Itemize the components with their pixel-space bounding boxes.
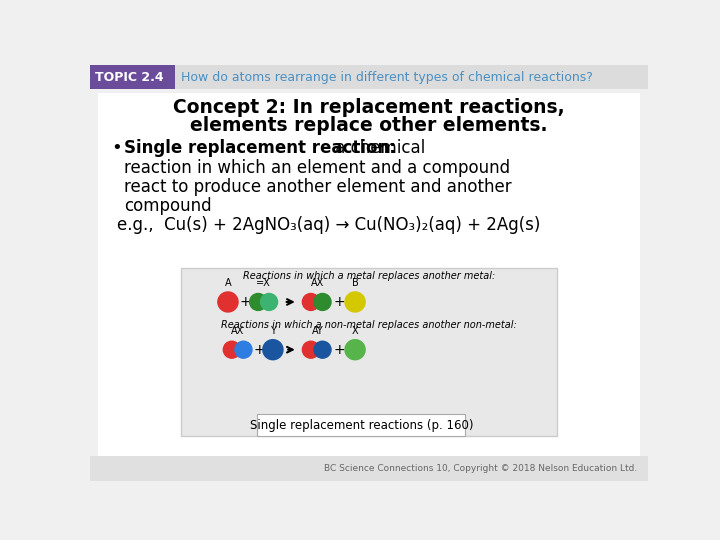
- Circle shape: [263, 340, 283, 360]
- Text: B: B: [351, 278, 359, 288]
- Text: e.g.,  Cu(s) + 2AgNO₃(aq) → Cu(NO₃)₂(aq) + 2Ag(s): e.g., Cu(s) + 2AgNO₃(aq) → Cu(NO₃)₂(aq) …: [117, 217, 541, 234]
- Text: a chemical: a chemical: [330, 139, 426, 158]
- Text: AX: AX: [231, 326, 245, 336]
- FancyBboxPatch shape: [98, 92, 640, 456]
- Circle shape: [261, 293, 277, 310]
- Text: elements replace other elements.: elements replace other elements.: [190, 116, 548, 134]
- Circle shape: [314, 293, 331, 310]
- Text: TOPIC 2.4: TOPIC 2.4: [94, 71, 163, 84]
- Text: How do atoms rearrange in different types of chemical reactions?: How do atoms rearrange in different type…: [181, 71, 593, 84]
- Text: Reactions in which a non-metal replaces another non-metal:: Reactions in which a non-metal replaces …: [221, 320, 517, 330]
- Text: •: •: [112, 139, 122, 158]
- Circle shape: [235, 341, 252, 358]
- Text: Y: Y: [270, 326, 276, 336]
- Text: reaction in which an element and a compound: reaction in which an element and a compo…: [124, 159, 510, 177]
- FancyBboxPatch shape: [258, 414, 465, 436]
- Circle shape: [223, 341, 240, 358]
- Circle shape: [218, 292, 238, 312]
- Circle shape: [302, 341, 320, 358]
- Text: X: X: [352, 326, 359, 336]
- Circle shape: [250, 293, 266, 310]
- Text: AY: AY: [312, 326, 324, 336]
- FancyBboxPatch shape: [181, 268, 557, 436]
- Text: A: A: [225, 278, 231, 288]
- Text: +: +: [240, 295, 251, 309]
- Text: =X: =X: [256, 278, 271, 288]
- Text: +: +: [334, 295, 346, 309]
- Text: react to produce another element and another: react to produce another element and ano…: [124, 178, 512, 196]
- FancyBboxPatch shape: [90, 456, 648, 481]
- Text: Concept 2: In replacement reactions,: Concept 2: In replacement reactions,: [174, 98, 564, 117]
- FancyBboxPatch shape: [90, 65, 175, 90]
- Circle shape: [345, 340, 365, 360]
- Text: Single replacement reaction:: Single replacement reaction:: [124, 139, 396, 158]
- Circle shape: [314, 341, 331, 358]
- Text: +: +: [334, 343, 346, 357]
- Text: AX: AX: [311, 278, 325, 288]
- Text: BC Science Connections 10, Copyright © 2018 Nelson Education Ltd.: BC Science Connections 10, Copyright © 2…: [324, 464, 637, 473]
- Text: Single replacement reactions (p. 160): Single replacement reactions (p. 160): [250, 418, 473, 431]
- FancyBboxPatch shape: [175, 65, 648, 90]
- Text: +: +: [253, 343, 265, 357]
- Circle shape: [345, 292, 365, 312]
- Text: compound: compound: [124, 197, 212, 215]
- Circle shape: [302, 293, 320, 310]
- Text: Reactions in which a metal replaces another metal:: Reactions in which a metal replaces anot…: [243, 271, 495, 281]
